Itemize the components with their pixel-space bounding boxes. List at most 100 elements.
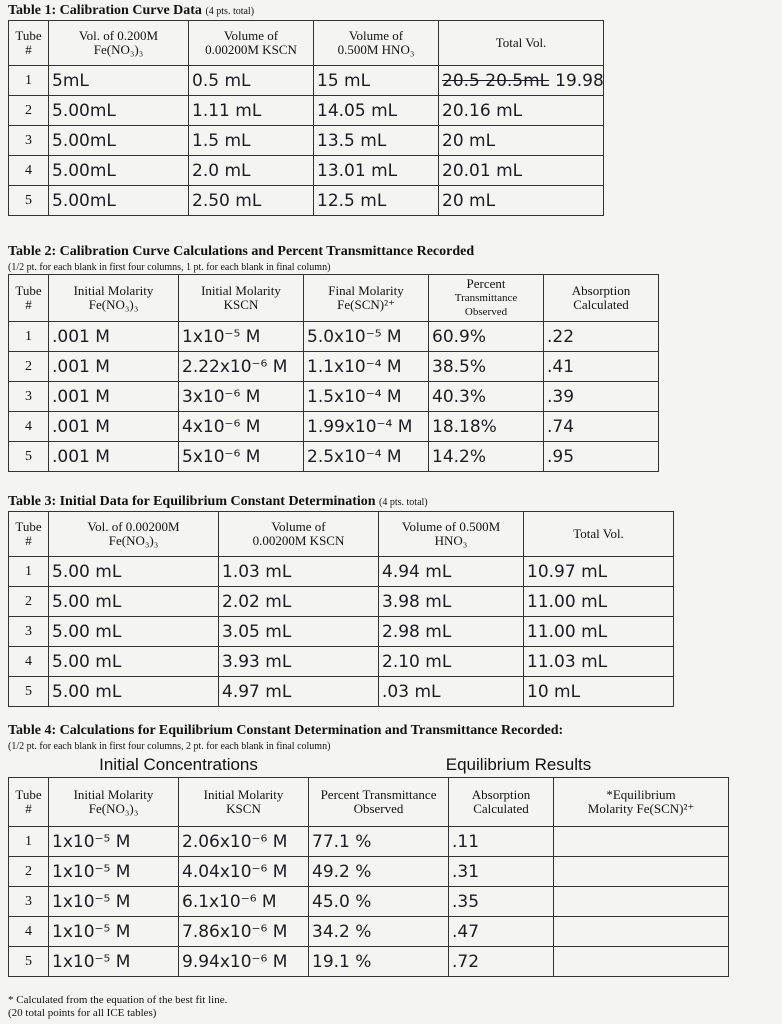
cell: .11	[448, 826, 555, 857]
group-row: Initial Concentrations Equilibrium Result…	[9, 753, 729, 778]
tube-number: 4	[8, 916, 49, 947]
tube-number: 3	[8, 381, 49, 412]
cell: .95	[543, 441, 659, 472]
header-cell: Percent Transmittance Observed	[308, 777, 450, 827]
header-cell: Total Vol.	[438, 20, 604, 66]
cell: .001 M	[48, 441, 179, 472]
header-cell: Percent Transmittance Observed	[428, 274, 544, 322]
cell: .74	[543, 411, 659, 442]
header-cell: *Equilibrium Molarity Fe(SCN)²⁺	[553, 777, 730, 827]
header-cell: Total Vol.	[523, 511, 674, 557]
header-line: Fe(NO₃)₃	[88, 297, 139, 312]
cell: .001 M	[48, 321, 179, 352]
cell: 1.99x10⁻⁴ M	[303, 411, 429, 442]
cell: 1.5x10⁻⁴ M	[303, 381, 429, 412]
table-title: Table 4: Calculations for Equilibrium Co…	[8, 722, 729, 740]
header-line: Tube	[15, 28, 42, 43]
cell: .39	[543, 381, 659, 412]
table: Tube # Initial Molarity Fe(NO₃)₃ Initial Mol…	[8, 274, 659, 472]
header-cell: Volume of 0.00200M KSCN	[188, 20, 314, 66]
header-line: Tube	[15, 787, 42, 802]
header-line: Total Vol.	[495, 35, 547, 50]
row: 4 1x10⁻⁵ M 7.86x10⁻⁶ M 34.2 % .47	[8, 916, 730, 947]
cell: .001 M	[48, 411, 179, 442]
header-cell: Initial Molarity KSCN	[177, 777, 310, 827]
cell: 4x10⁻⁶ M	[178, 411, 304, 442]
cell: 5.00mL	[48, 95, 189, 126]
header-line: 0.500M HNO₃	[337, 42, 415, 57]
header-line: Final Molarity	[328, 283, 404, 298]
cell: 15 mL	[313, 65, 439, 96]
row: 5 1x10⁻⁵ M 9.94x10⁻⁶ M 19.1 % .72	[8, 946, 730, 977]
row: 2 1x10⁻⁵ M 4.04x10⁻⁶ M 49.2 % .31	[8, 856, 730, 887]
cell: 1.03 mL	[218, 556, 379, 587]
header-cell: Volume of 0.500M HNO₃	[378, 511, 524, 557]
tube-number: 3	[8, 616, 49, 647]
cell: 4.04x10⁻⁶ M	[177, 856, 310, 887]
tube-number: 3	[8, 125, 49, 156]
header-cell: Volume of 0.500M HNO₃	[313, 20, 439, 66]
header-line: Initial Molarity	[201, 283, 281, 298]
struck-entry: 20.5 20.5mL	[442, 70, 550, 91]
cell: 5.0x10⁻⁵ M	[303, 321, 429, 352]
header-line: Percent	[466, 276, 506, 291]
cell: 34.2 %	[308, 916, 450, 947]
table-note: (1/2 pt. for each blank in first four co…	[8, 741, 331, 752]
header-line: Initial Molarity	[73, 787, 154, 802]
header-line: Calculated	[573, 297, 629, 312]
row: 4 5.00mL 2.0 mL 13.01 mL 20.01 mL	[8, 155, 604, 186]
table-title: Table 3: Initial Data for Equilibrium Co…	[8, 493, 674, 511]
row: 3.001 M 3x10⁻⁶ M 1.5x10⁻⁴ M 40.3% .39	[8, 381, 659, 412]
tube-number: 5	[8, 676, 49, 707]
group-header: Initial Concentrations	[48, 753, 309, 778]
row: 4 5.00 mL 3.93 mL 2.10 mL 11.03 mL	[8, 646, 674, 677]
header-line: Volume of	[223, 28, 279, 43]
cell: 3.05 mL	[218, 616, 379, 647]
empty-cell	[553, 856, 730, 887]
header-cell: Vol. of 0.200M Fe(NO₃)₃	[48, 20, 189, 66]
table-block: Table 4: Calculations for Equilibrium Co…	[8, 722, 730, 977]
tube-number: 5	[8, 946, 49, 977]
cell: 1x10⁻⁵ M	[48, 916, 179, 947]
row: 2 5.00 mL 2.02 mL 3.98 mL 11.00 mL	[8, 586, 674, 617]
cell: 14.2%	[428, 441, 544, 472]
cell: 2.10 mL	[378, 646, 524, 677]
header-line: Observed	[353, 801, 404, 816]
cell: 49.2 %	[308, 856, 450, 887]
header-cell: Absorption Calculated	[543, 274, 659, 322]
header-row: Tube # Vol. of 0.00200M Fe(NO₃)₃ Volume of 0.…	[8, 511, 674, 557]
empty-cell	[553, 946, 730, 977]
header-cell: Initial Molarity KSCN	[178, 274, 304, 322]
title-text: Table 2: Calibration Curve Calculations …	[8, 244, 475, 259]
row: 5.001 M 5x10⁻⁶ M 2.5x10⁻⁴ M 14.2% .95	[8, 441, 659, 472]
cell: 5mL	[48, 65, 189, 96]
header-cell: Initial Molarity Fe(NO₃)₃	[48, 274, 179, 322]
cell: 2.02 mL	[218, 586, 379, 617]
group-header: Equilibrium Results	[308, 753, 729, 778]
header-line: #	[25, 42, 32, 57]
header-line: Fe(NO₃)₃	[108, 533, 159, 548]
cell: 0.5 mL	[188, 65, 314, 96]
tube-number: 1	[8, 65, 49, 96]
header-cell: Initial Molarity Fe(NO₃)₃	[48, 777, 179, 827]
header-line: #	[25, 801, 32, 816]
cell: 5.00 mL	[48, 646, 219, 677]
cell: .41	[543, 351, 659, 382]
cell: 5.00mL	[48, 185, 189, 216]
header-line: Initial Molarity	[203, 787, 284, 802]
header-line: Fe(SCN)²⁺	[337, 297, 395, 312]
cell: 1x10⁻⁵ M	[178, 321, 304, 352]
cell: .47	[448, 916, 555, 947]
header-line: KSCN	[226, 801, 261, 816]
cell: .001 M	[48, 381, 179, 412]
tube-number: 2	[8, 586, 49, 617]
header-line: 0.00200M KSCN	[252, 533, 345, 548]
group-spacer	[9, 753, 49, 778]
header-cell: Volume of 0.00200M KSCN	[218, 511, 379, 557]
header-row: Tube # Initial Molarity Fe(NO₃)₃ Initial Mol…	[8, 274, 659, 322]
table-block: Table 2: Calibration Curve Calculations …	[8, 243, 659, 472]
cell: 2.5x10⁻⁴ M	[303, 441, 429, 472]
